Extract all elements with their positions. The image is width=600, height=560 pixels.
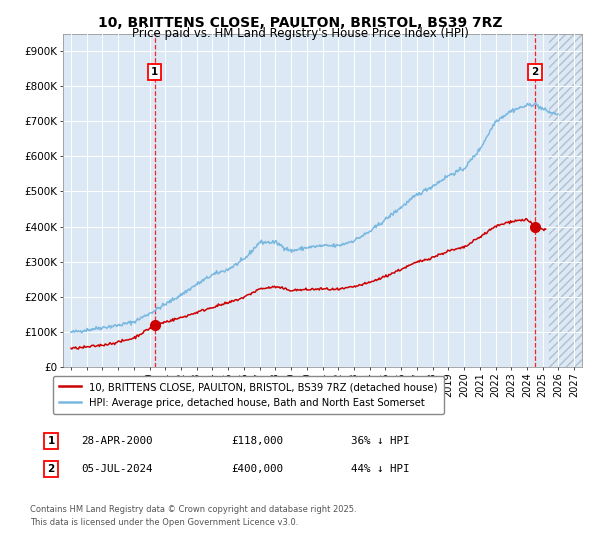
Text: Contains HM Land Registry data © Crown copyright and database right 2025.: Contains HM Land Registry data © Crown c… (30, 505, 356, 514)
Text: This data is licensed under the Open Government Licence v3.0.: This data is licensed under the Open Gov… (30, 518, 298, 527)
Bar (549, 34, 582, 367)
Text: 44% ↓ HPI: 44% ↓ HPI (351, 464, 409, 474)
Text: 10, BRITTENS CLOSE, PAULTON, BRISTOL, BS39 7RZ: 10, BRITTENS CLOSE, PAULTON, BRISTOL, BS… (98, 16, 502, 30)
Text: 36% ↓ HPI: 36% ↓ HPI (351, 436, 409, 446)
Text: 05-JUL-2024: 05-JUL-2024 (81, 464, 152, 474)
Text: 1: 1 (47, 436, 55, 446)
Text: 28-APR-2000: 28-APR-2000 (81, 436, 152, 446)
Bar (549, 34, 582, 367)
Text: Price paid vs. HM Land Registry's House Price Index (HPI): Price paid vs. HM Land Registry's House … (131, 27, 469, 40)
Bar (549, 34, 582, 367)
Text: 2: 2 (47, 464, 55, 474)
Text: £400,000: £400,000 (231, 464, 283, 474)
Text: £118,000: £118,000 (231, 436, 283, 446)
Text: 1: 1 (151, 67, 158, 77)
Text: 2: 2 (532, 67, 539, 77)
Legend: 10, BRITTENS CLOSE, PAULTON, BRISTOL, BS39 7RZ (detached house), HPI: Average pr: 10, BRITTENS CLOSE, PAULTON, BRISTOL, BS… (53, 376, 443, 414)
